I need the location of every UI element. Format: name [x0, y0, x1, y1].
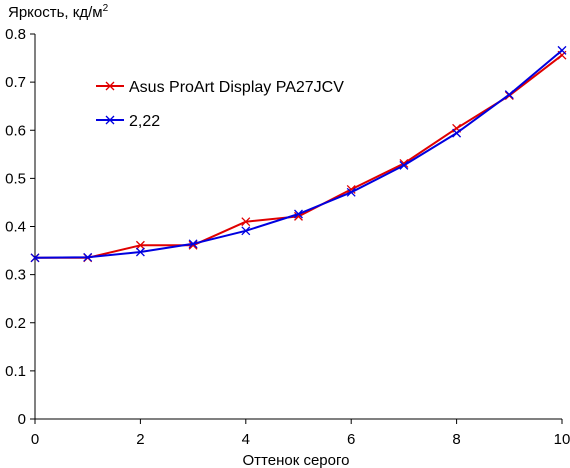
y-tick-label: 0.7 — [5, 74, 26, 91]
series-layer — [30, 45, 567, 263]
y-tick-label: 0 — [18, 411, 26, 428]
series-2-point — [294, 209, 303, 219]
y-axis-ticks: 0 0.1 0.2 0.3 0.4 0.5 0.6 0.7 0.8 — [5, 26, 35, 428]
series-2-point — [135, 247, 145, 257]
y-axis-title: Яркость, кд/м2 — [8, 3, 109, 21]
x-tick-label: 6 — [347, 431, 355, 448]
y-tick-label: 0.3 — [5, 267, 26, 284]
y-tick-label: 0.2 — [5, 315, 26, 332]
series-1-point — [135, 240, 145, 250]
series-2-point — [241, 226, 251, 236]
y-tick-label: 0.8 — [5, 26, 26, 43]
x-tick-label: 10 — [554, 431, 570, 448]
y-tick-label: 0.5 — [5, 170, 26, 187]
y-axis-title-main: Яркость, кд/м — [8, 4, 103, 21]
legend: Asus ProArt Display PA27JCV 2,22 — [96, 79, 344, 130]
x-tick-label: 2 — [136, 431, 144, 448]
legend-label: Asus ProArt Display PA27JCV — [129, 79, 344, 96]
series-2-point — [30, 253, 40, 263]
series-2-point — [452, 128, 462, 138]
legend-swatch-marker — [105, 81, 115, 91]
series-1-point — [241, 217, 251, 227]
x-axis-ticks: 0 2 4 6 8 10 — [31, 419, 570, 448]
series-2 — [30, 45, 567, 263]
series-2-point — [504, 90, 514, 100]
x-axis-title: Оттенок серого — [243, 452, 350, 468]
series-2-point — [557, 45, 567, 55]
y-tick-label: 0.4 — [5, 219, 26, 236]
x-tick-label: 8 — [452, 431, 460, 448]
y-tick-label: 0.1 — [5, 363, 26, 380]
series-2-point — [399, 160, 409, 170]
series-1-point — [346, 184, 356, 194]
legend-label: 2,22 — [129, 113, 160, 130]
legend-item-1: Asus ProArt Display PA27JCV — [96, 79, 344, 96]
legend-swatch-marker — [105, 115, 115, 125]
y-axis-title-superscript: 2 — [103, 3, 109, 14]
legend-item-2: 2,22 — [96, 113, 160, 130]
series-2-point — [346, 187, 356, 197]
series-2-point — [188, 239, 198, 249]
series-2-point — [83, 252, 93, 262]
x-tick-label: 4 — [242, 431, 250, 448]
x-tick-label: 0 — [31, 431, 39, 448]
y-tick-label: 0.6 — [5, 122, 26, 139]
